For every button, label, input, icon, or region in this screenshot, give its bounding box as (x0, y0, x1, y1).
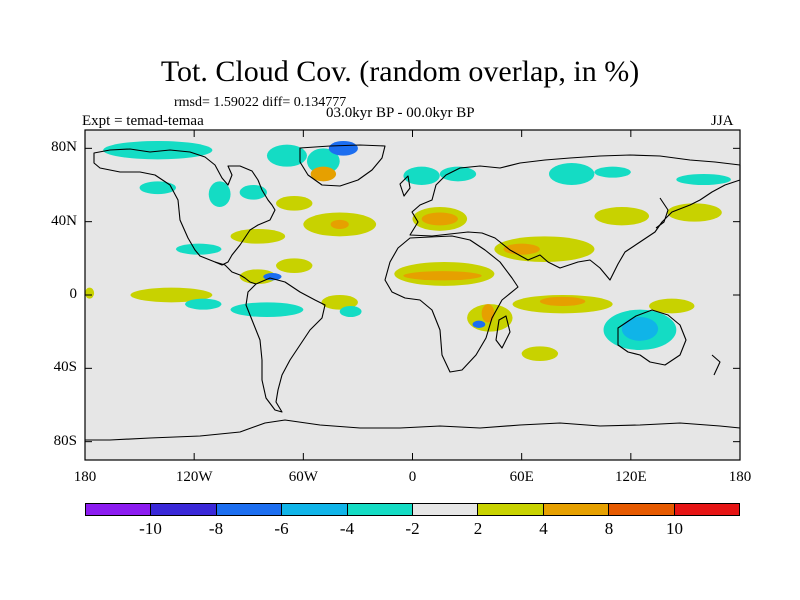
experiment-label: Expt = temad-temaa (82, 113, 204, 129)
anomaly-patch (548, 163, 595, 185)
lon-label: 120W (175, 469, 213, 485)
anomaly-patch (230, 302, 304, 317)
map-title: Tot. Cloud Cov. (random overlap, in %) (160, 55, 640, 88)
anomaly-patch (306, 148, 340, 175)
anomaly-patch (175, 243, 222, 255)
colorbar (85, 503, 740, 516)
anomaly-patch (594, 166, 631, 178)
anomaly-patch (185, 298, 222, 310)
coast-central-america (214, 261, 257, 285)
lat-label: 0 (69, 286, 78, 302)
colorbar-box (609, 504, 675, 515)
anomaly-patch (439, 166, 477, 182)
lon-label: 120E (614, 469, 647, 485)
coast-british-isles (399, 175, 411, 197)
anomaly-patch (403, 166, 440, 185)
anomaly-patch (276, 196, 313, 211)
anomaly-patch (472, 320, 486, 329)
coast-japan (655, 197, 669, 229)
coast-north-america (93, 148, 276, 266)
anomaly-patch (310, 166, 337, 182)
anomaly-patch (676, 174, 731, 185)
coast-south-america (245, 277, 326, 413)
coast-new-zealand (711, 354, 721, 376)
anomaly-patch (230, 229, 286, 244)
anomaly-patch (321, 295, 358, 310)
lat-label: 40S (53, 359, 77, 376)
colorbar-box (478, 504, 544, 515)
colorbar-box (347, 504, 414, 515)
anomaly-patch (328, 141, 358, 156)
anomaly-patch (539, 296, 586, 306)
lon-label: 180 (73, 469, 97, 485)
anomaly-patch (103, 141, 213, 160)
lon-label: 60E (509, 469, 534, 485)
colorbar-label: 10 (666, 519, 683, 538)
coast-europe-asia (409, 154, 741, 281)
colorbar-label: -4 (339, 519, 355, 538)
period-label: 03.0kyr BP - 00.0kyr BP (326, 105, 475, 121)
anomaly-patch (481, 304, 495, 323)
anomaly-patch (649, 298, 695, 314)
axis-ticks (84, 130, 741, 460)
coast-madagascar (495, 315, 511, 349)
anomaly-patch (266, 144, 307, 167)
colorbar-box (86, 504, 152, 515)
anomaly-patch (403, 271, 482, 281)
colorbar-label: 8 (604, 519, 614, 538)
anomaly-patch (208, 181, 231, 208)
colorbar-box (216, 504, 283, 515)
coastlines (85, 144, 741, 441)
colorbar-box (413, 504, 479, 515)
colorbar-label: 4 (539, 519, 548, 538)
colorbar-label: -2 (405, 519, 420, 538)
colorbar-label: -8 (208, 519, 224, 538)
coast-greenland (299, 144, 386, 187)
anomaly-patch (276, 258, 313, 273)
colorbar-label: -10 (139, 519, 162, 538)
lat-label: 80N (51, 139, 77, 156)
season-label: JJA (711, 113, 734, 129)
anomaly-patch (594, 207, 650, 226)
colorbar-label: -6 (274, 519, 289, 538)
anomaly-patch (85, 287, 95, 299)
anomaly-patch (421, 212, 458, 226)
lon-label: 60W (288, 469, 318, 485)
lat-label: 80S (53, 432, 77, 449)
coast-africa (384, 235, 519, 373)
anomaly-patch (521, 346, 559, 361)
anomaly-patch (667, 203, 722, 222)
coast-antarctica (85, 419, 741, 441)
statistics-label: rmsd= 1.59022 diff= 0.134777 (174, 95, 347, 110)
colorbar-label: 2 (473, 519, 483, 538)
anomaly-patch (239, 185, 267, 200)
colorbar-box (674, 504, 740, 515)
anomaly-patch (330, 219, 349, 230)
colorbar-box (151, 504, 217, 515)
lon-label: 0 (408, 469, 417, 485)
anomaly-patch (621, 317, 659, 341)
lat-label: 40N (51, 212, 77, 229)
colorbar-box (282, 504, 348, 515)
colorbar-box (543, 504, 610, 515)
anomaly-patch (130, 287, 213, 303)
anomaly-patch (139, 181, 176, 195)
anomaly-patch (339, 306, 362, 317)
lon-label: 180 (728, 469, 752, 485)
coast-australia (617, 309, 687, 366)
